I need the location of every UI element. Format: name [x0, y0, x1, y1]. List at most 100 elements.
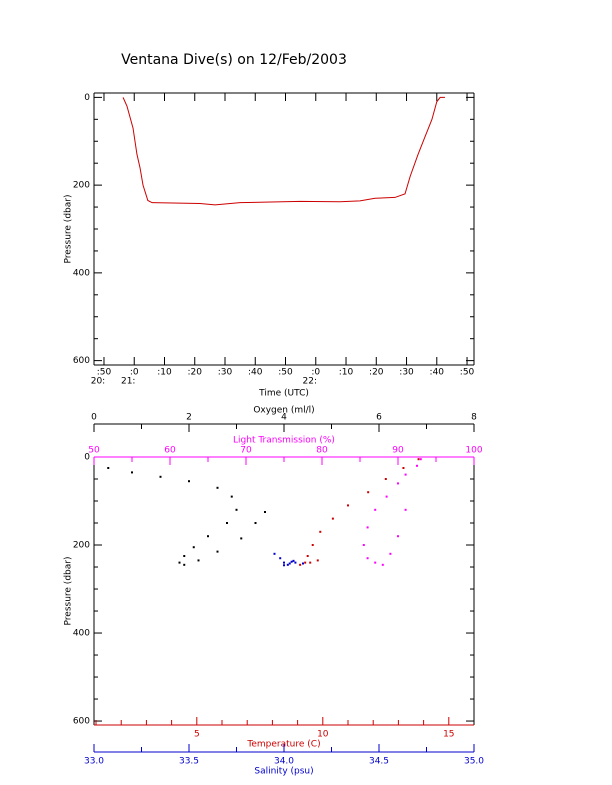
y-axis-label: Pressure (dbar) [64, 195, 74, 264]
x-axis-label: Salinity (psu) [254, 767, 313, 777]
x-tick-label: 90 [392, 446, 404, 456]
data-point [288, 562, 291, 565]
data-point [381, 563, 384, 566]
data-point [404, 473, 407, 476]
y-tick-label: 0 [84, 93, 90, 103]
data-point [183, 563, 186, 566]
x-tick-label: 80 [316, 446, 328, 456]
data-point [304, 561, 307, 564]
data-point [283, 561, 285, 564]
data-point [159, 475, 162, 478]
x-tick-label: :0 [130, 368, 139, 378]
data-point [107, 467, 110, 470]
x-tick-label: :10 [339, 368, 354, 378]
data-point [207, 535, 209, 538]
chart-title: Ventana Dive(s) on 12/Feb/2003 [121, 52, 347, 68]
x-tick-label: 100 [465, 446, 482, 456]
x-axis-label: Light Transmission (%) [233, 436, 335, 446]
data-point [366, 557, 369, 560]
x-tick-label: 34.0 [274, 757, 294, 767]
x-hour-label: 21: [121, 377, 135, 387]
x-tick-label: :30 [399, 368, 414, 378]
x-axis-label: Time (UTC) [258, 389, 309, 399]
data-point [235, 508, 238, 511]
data-point [286, 563, 289, 566]
data-point [385, 495, 388, 498]
data-point [254, 522, 257, 525]
data-point [178, 561, 181, 564]
data-point [188, 480, 190, 483]
data-point [216, 550, 219, 553]
x-tick-label: 15 [443, 730, 454, 740]
y-tick-label: 600 [73, 356, 90, 366]
data-point [347, 504, 350, 507]
data-point [367, 491, 370, 494]
data-point [384, 478, 387, 481]
y-tick-label: 400 [73, 629, 90, 639]
data-point [397, 482, 399, 485]
data-point [299, 563, 302, 566]
data-point [264, 511, 266, 514]
data-point [316, 559, 319, 562]
data-point [417, 458, 420, 461]
x-tick-label: 35.0 [464, 757, 484, 767]
y-tick-label: 600 [73, 717, 90, 727]
data-point [362, 544, 365, 547]
data-point [374, 508, 377, 511]
x-tick-label: :50 [278, 368, 293, 378]
data-point [216, 486, 219, 489]
data-point [306, 555, 309, 558]
x-tick-label: 34.5 [369, 757, 389, 767]
data-point [131, 471, 133, 474]
dive-profile [122, 96, 445, 206]
data-point [192, 546, 195, 549]
x-tick-label: 2 [186, 413, 192, 423]
y-tick-label: 200 [73, 181, 90, 191]
x-tick-label: :20 [188, 368, 203, 378]
data-point [404, 508, 407, 511]
data-point [309, 561, 312, 564]
data-point [374, 561, 377, 564]
x-tick-label: :0 [311, 368, 320, 378]
x-tick-label: 6 [376, 413, 382, 423]
x-tick-label: 8 [471, 413, 477, 423]
x-tick-label: 50 [88, 446, 100, 456]
data-point [290, 560, 293, 563]
x-tick-label: 5 [194, 730, 200, 740]
x-tick-label: 33.0 [84, 757, 104, 767]
data-point [183, 555, 186, 558]
x-tick-label: :40 [430, 368, 445, 378]
y-tick-label: 400 [73, 268, 90, 278]
data-point [283, 564, 285, 567]
x-hour-label: 20: [91, 377, 105, 387]
y-tick-label: 200 [73, 541, 90, 551]
data-point [319, 530, 322, 533]
data-point [292, 559, 295, 562]
x-tick-label: 0 [91, 413, 97, 423]
data-point [240, 537, 243, 540]
x-tick-label: :50 [97, 368, 112, 378]
data-point [419, 458, 422, 461]
data-point [389, 552, 392, 555]
data-point [197, 559, 200, 562]
x-tick-label: 10 [317, 730, 329, 740]
x-tick-label: :40 [248, 368, 263, 378]
data-point [294, 561, 297, 564]
data-point [311, 544, 314, 547]
data-point [331, 517, 334, 520]
data-point [226, 522, 228, 525]
x-tick-label: 33.5 [179, 757, 199, 767]
x-tick-label: 70 [240, 446, 252, 456]
y-tick-label: 0 [84, 453, 90, 463]
x-hour-label: 22: [303, 377, 317, 387]
data-point [279, 557, 282, 560]
data-point [273, 552, 276, 555]
data-point [397, 535, 399, 538]
x-tick-label: :10 [157, 368, 172, 378]
x-tick-label: :30 [218, 368, 233, 378]
data-point [366, 526, 369, 529]
data-point [402, 467, 405, 470]
x-tick-label: :50 [460, 368, 475, 378]
